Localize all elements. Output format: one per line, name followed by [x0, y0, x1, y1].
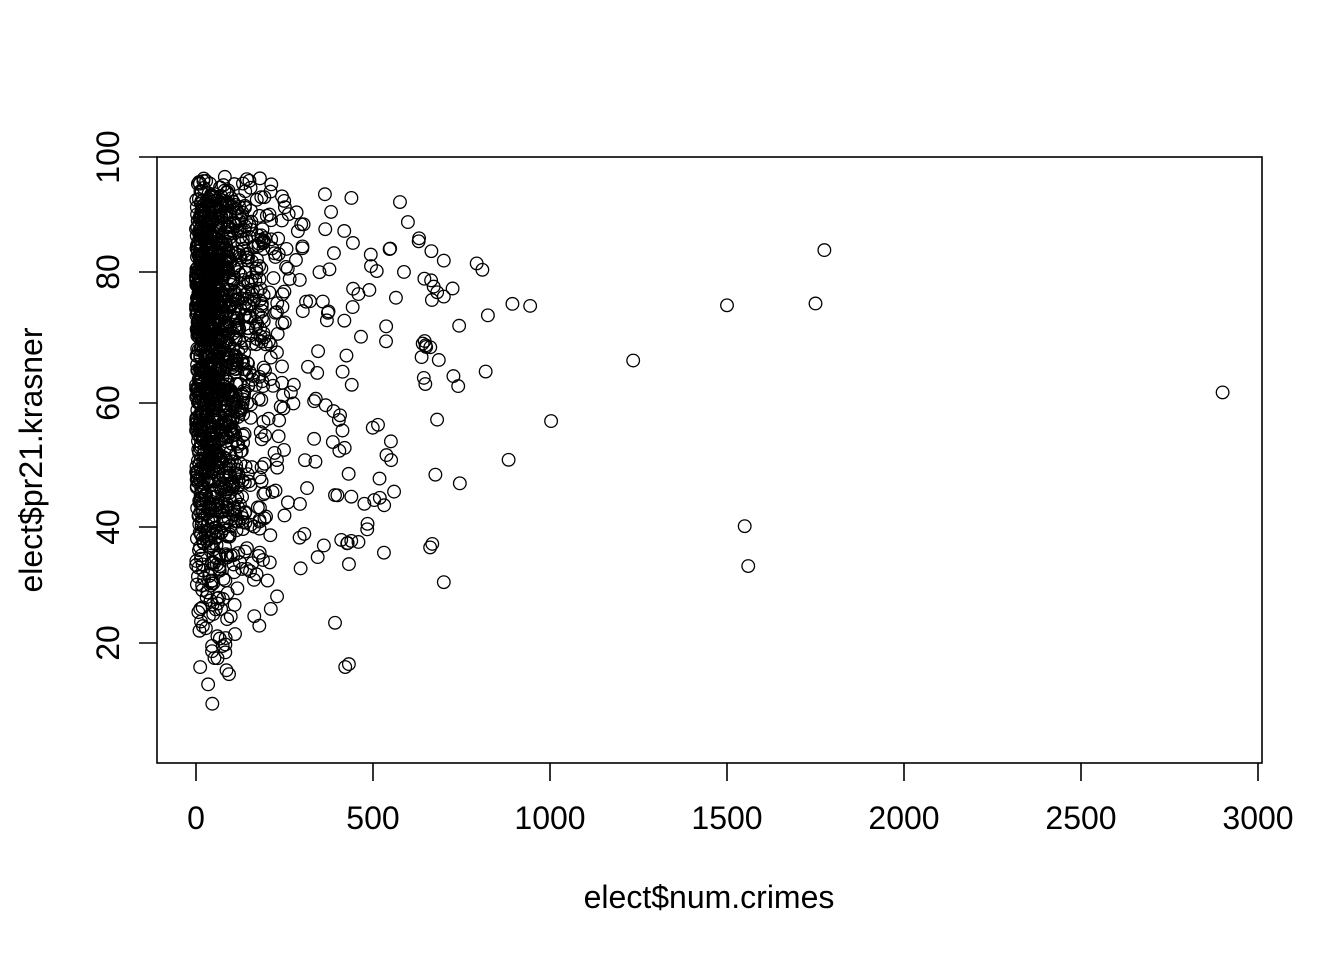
svg-text:100: 100	[90, 130, 126, 183]
svg-text:2500: 2500	[1045, 800, 1116, 836]
svg-text:20: 20	[90, 625, 126, 661]
svg-text:60: 60	[90, 385, 126, 421]
svg-text:3000: 3000	[1222, 800, 1293, 836]
svg-text:80: 80	[90, 254, 126, 290]
svg-text:500: 500	[346, 800, 399, 836]
svg-text:elect$pr21.krasner: elect$pr21.krasner	[13, 327, 49, 592]
svg-text:40: 40	[90, 509, 126, 545]
svg-text:1500: 1500	[691, 800, 762, 836]
svg-text:1000: 1000	[514, 800, 585, 836]
svg-text:2000: 2000	[868, 800, 939, 836]
svg-text:0: 0	[187, 800, 205, 836]
svg-text:elect$num.crimes: elect$num.crimes	[584, 879, 835, 915]
